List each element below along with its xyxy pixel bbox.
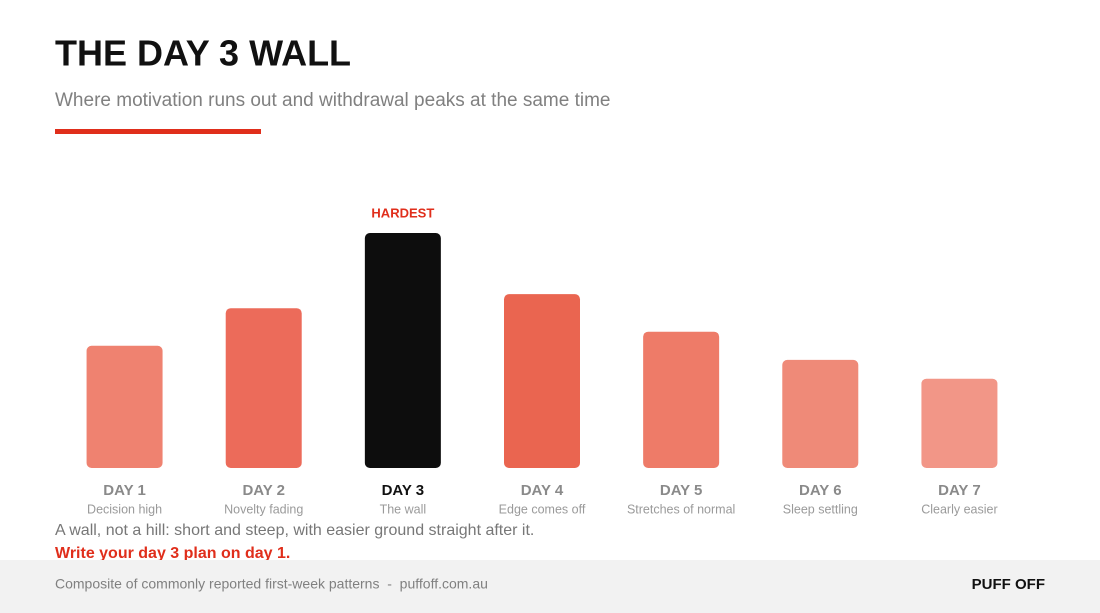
footer — [0, 560, 1100, 613]
caption: A wall, not a hill: short and steep, wit… — [55, 522, 534, 539]
x-tick-note: Clearly easier — [921, 502, 997, 516]
x-tick-note: Novelty fading — [224, 502, 303, 516]
x-tick-note: Decision high — [87, 502, 162, 516]
call-to-action: Write your day 3 plan on day 1. — [55, 545, 290, 562]
x-tick-label: DAY 1 — [103, 482, 146, 499]
accent-rule — [55, 129, 261, 134]
annotation: HARDEST — [371, 205, 434, 220]
x-tick-note: Edge comes off — [499, 502, 586, 516]
brand: PUFF OFF — [972, 576, 1045, 593]
x-tick-label: DAY 7 — [938, 482, 981, 499]
chart-title: THE DAY 3 WALL — [55, 33, 351, 74]
x-tick-label: DAY 3 — [382, 482, 425, 499]
x-tick-label: DAY 2 — [242, 482, 285, 499]
x-tick-note: Sleep settling — [783, 502, 858, 516]
bar — [225, 308, 302, 468]
bar — [504, 294, 580, 468]
x-tick-note: Stretches of normal — [627, 502, 735, 516]
bar — [782, 359, 859, 468]
source: Composite of commonly reported first-wee… — [55, 576, 488, 592]
x-tick-label: DAY 6 — [799, 482, 842, 499]
plot: DAY 1 Decision high DAY 2 Novelty fading DAY… — [86, 205, 998, 516]
chart-subtitle: Where motivation runs out and withdrawal… — [55, 90, 611, 111]
x-tick-note: The wall — [380, 502, 427, 516]
bar — [364, 233, 441, 468]
x-tick-label: DAY 5 — [660, 482, 703, 499]
bar — [921, 378, 998, 468]
bar — [643, 331, 720, 468]
bar — [86, 345, 163, 468]
x-tick-label: DAY 4 — [521, 482, 564, 499]
